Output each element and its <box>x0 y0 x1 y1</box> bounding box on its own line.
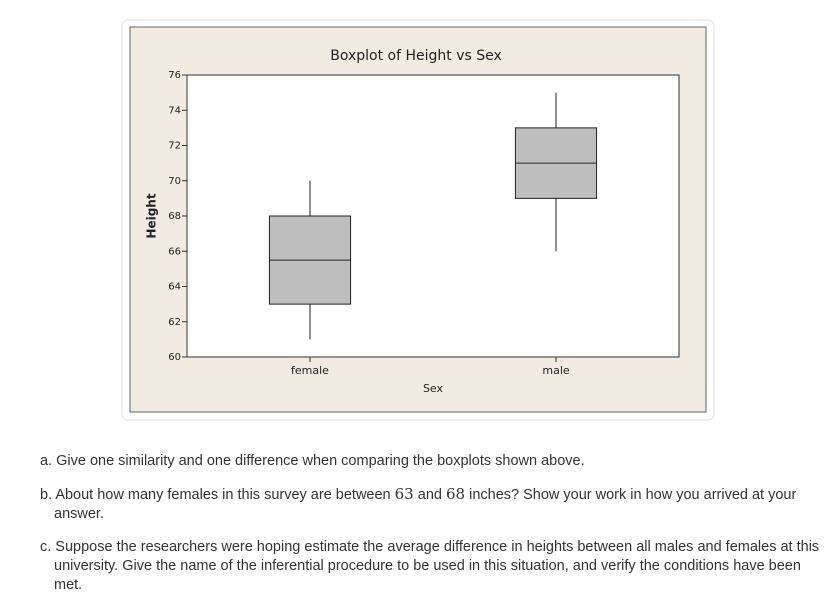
question-c: c. Suppose the researchers were hoping e… <box>40 539 820 593</box>
plot-area <box>186 74 680 358</box>
x-tick-label: male <box>542 364 570 377</box>
text: inches? Show your work in how you arrive… <box>54 487 797 522</box>
chart-title: Boxplot of Height vs Sex <box>330 48 502 64</box>
chart: Boxplot of Height vs Sex Sex Height 60 62… <box>121 19 715 421</box>
y-tick-label: 66 <box>168 246 181 257</box>
x-tick-label: female <box>291 364 329 377</box>
text: and <box>413 487 446 503</box>
text: b. About how many females in this survey… <box>40 487 395 503</box>
y-tick-label: 60 <box>168 352 181 363</box>
y-tick-label: 64 <box>168 282 181 293</box>
y-tick-label: 76 <box>168 70 181 81</box>
number: 68 <box>445 485 466 503</box>
questions: a. Give one similarity and one differenc… <box>40 452 822 609</box>
y-tick-label: 62 <box>168 317 181 328</box>
question-b: b. About how many females in this survey… <box>40 485 822 524</box>
y-tick-label: 68 <box>168 211 181 222</box>
y-tick-label: 74 <box>168 105 181 116</box>
x-axis-label: Sex <box>423 382 444 395</box>
number: 63 <box>394 485 414 503</box>
question-a: a. Give one similarity and one differenc… <box>40 453 585 469</box>
y-tick-label: 70 <box>168 176 181 187</box>
y-axis-label: Height <box>145 193 159 238</box>
y-tick-label: 72 <box>168 141 181 152</box>
